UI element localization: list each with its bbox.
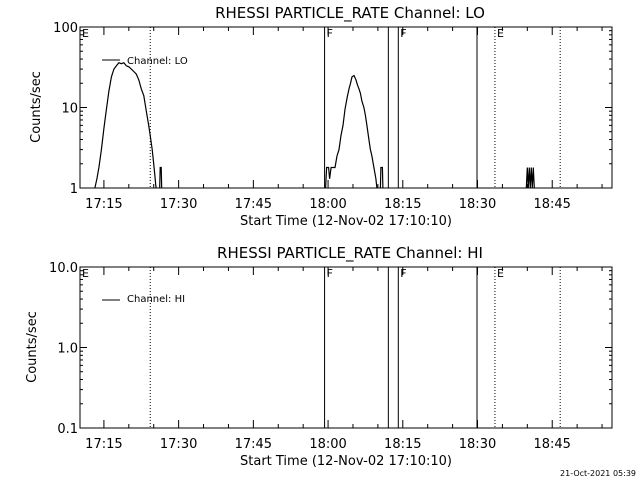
lo-flag-label: F: [400, 27, 406, 40]
lo-flag-label: E: [497, 27, 504, 40]
lo-x-tick-label: 17:30: [160, 197, 197, 212]
hi-x-tick-label: 18:00: [309, 437, 346, 452]
hi-y-tick-label: 1.0: [57, 342, 78, 357]
hi-x-tick-label: 18:30: [459, 437, 496, 452]
hi-x-tick-label: 17:45: [235, 437, 272, 452]
lo-flag-label: E: [82, 27, 89, 40]
lo-y-tick-label: 1: [70, 182, 78, 197]
hi-plot-xlabel: Start Time (12-Nov-02 17:10:10): [240, 454, 452, 469]
lo-x-tick-label: 18:00: [309, 197, 346, 212]
lo-series-line: [94, 61, 157, 189]
hi-channel-plot: RHESSI PARTICLE_RATE Channel: HI Start T…: [25, 244, 613, 469]
hi-y-tick-label: 10.0: [49, 261, 78, 276]
hi-flag-label: E: [497, 267, 504, 280]
hi-legend-label: Channel: HI: [127, 294, 185, 305]
lo-plot-xlabel: Start Time (12-Nov-02 17:10:10): [240, 214, 452, 229]
lo-channel-plot: RHESSI PARTICLE_RATE Channel: LO Start T…: [29, 4, 613, 229]
hi-x-tick-label: 18:45: [533, 437, 570, 452]
lo-y-tick-label: 100: [53, 21, 78, 36]
hi-flag-label: F: [327, 267, 333, 280]
hi-x-tick-label: 17:15: [85, 437, 122, 452]
generation-timestamp: 21-Oct-2021 05:39: [560, 469, 636, 478]
lo-flag-label: F: [327, 27, 333, 40]
lo-y-tick-label: 10: [61, 102, 78, 117]
lo-x-tick-label: 18:15: [384, 197, 421, 212]
lo-series-line: [379, 166, 384, 189]
hi-plot-title: RHESSI PARTICLE_RATE Channel: HI: [217, 244, 483, 263]
hi-x-tick-label: 18:15: [384, 437, 421, 452]
lo-series-line: [159, 166, 163, 189]
lo-series-line: [525, 167, 535, 189]
hi-y-tick-label: 0.1: [57, 422, 78, 437]
hi-x-tick-label: 17:30: [160, 437, 197, 452]
hi-plot-frame: [79, 266, 613, 429]
lo-plot-ylabel: Counts/sec: [29, 71, 44, 143]
hi-flag-label: F: [400, 267, 406, 280]
lo-x-tick-label: 17:45: [235, 197, 272, 212]
lo-x-tick-label: 18:45: [533, 197, 570, 212]
lo-legend-label: Channel: LO: [127, 56, 188, 67]
hi-flag-label: E: [82, 267, 89, 280]
lo-x-tick-label: 17:15: [85, 197, 122, 212]
lo-series-line: [325, 74, 378, 189]
lo-x-tick-label: 18:30: [459, 197, 496, 212]
lo-plot-title: RHESSI PARTICLE_RATE Channel: LO: [215, 4, 485, 23]
lo-plot-frame: [79, 26, 613, 189]
hi-plot-ylabel: Counts/sec: [25, 311, 40, 383]
